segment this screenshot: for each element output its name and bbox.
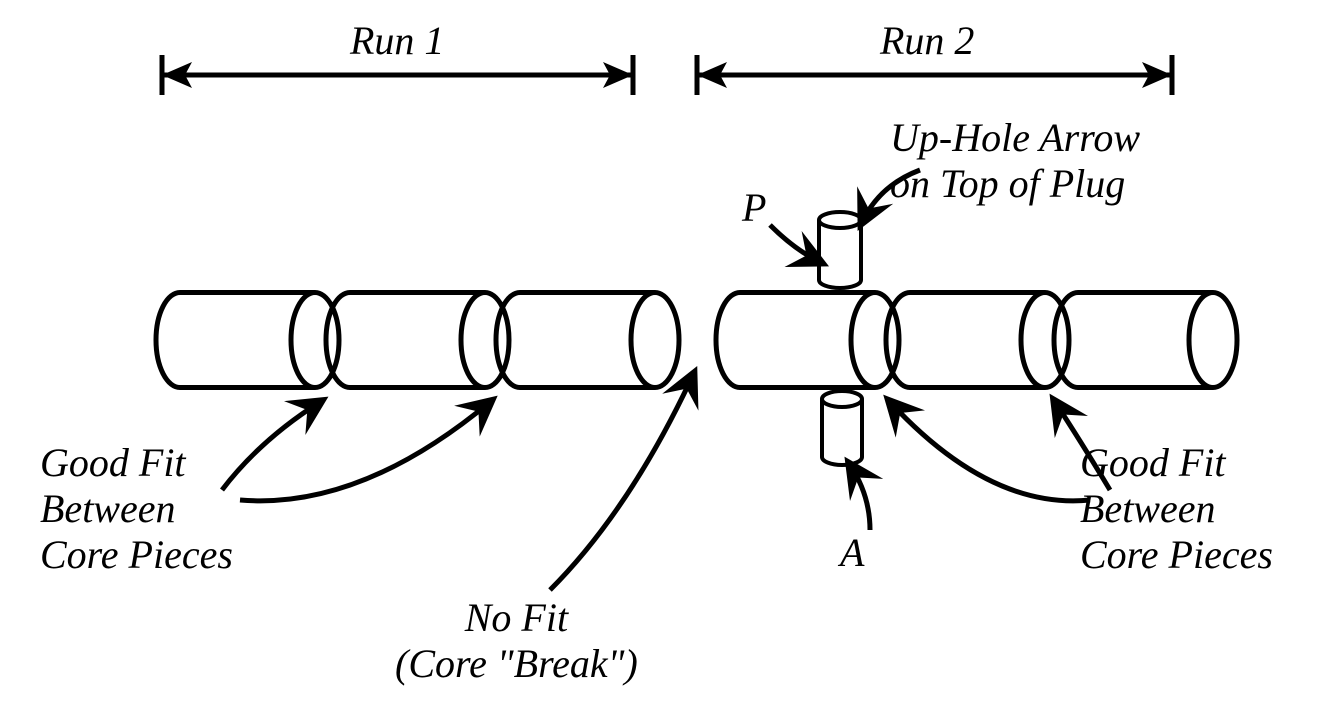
plugs — [819, 212, 862, 465]
uphole-label: Up-Hole Arrow on Top of Plug — [890, 115, 1140, 207]
diagram-canvas — [0, 0, 1319, 704]
good-fit-left-label: Good Fit Between Core Pieces — [40, 440, 233, 578]
a-label: A — [840, 530, 864, 576]
run-2-label: Run 2 — [880, 18, 974, 64]
run-1-label: Run 1 — [350, 18, 444, 64]
no-fit-label: No Fit (Core "Break") — [395, 595, 638, 687]
p-label: P — [742, 185, 766, 231]
good-fit-right-label: Good Fit Between Core Pieces — [1080, 440, 1273, 578]
core-pieces — [156, 293, 1237, 388]
